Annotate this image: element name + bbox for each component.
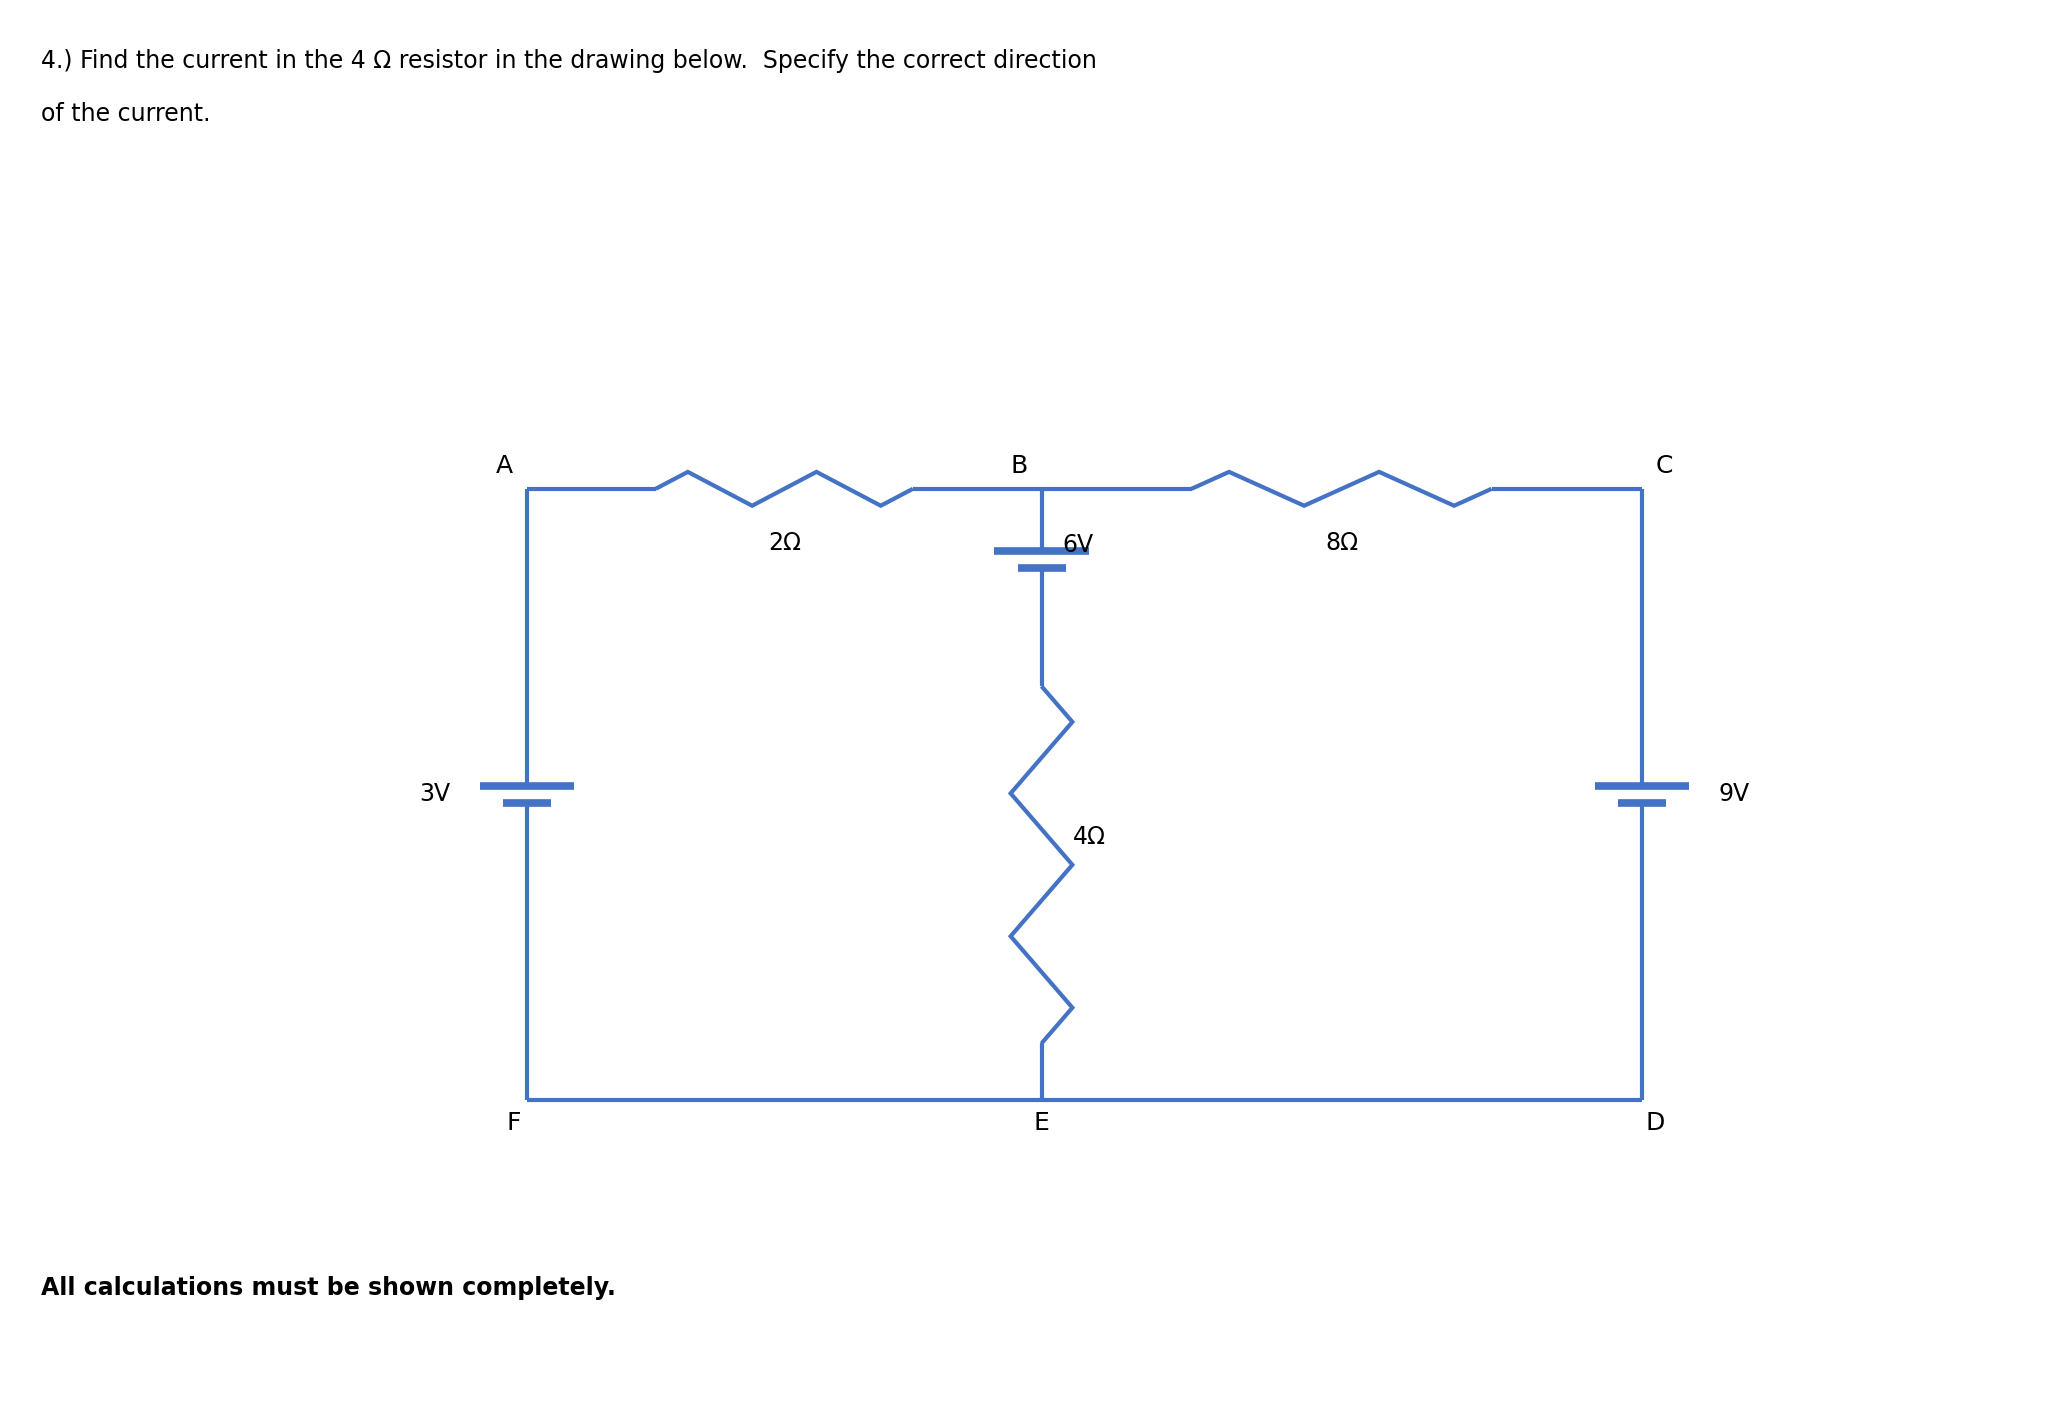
Text: 4Ω: 4Ω	[1072, 825, 1105, 849]
Text: A: A	[497, 454, 514, 478]
Text: 9V: 9V	[1719, 783, 1749, 807]
Text: E: E	[1033, 1111, 1050, 1135]
Text: 3V: 3V	[419, 783, 450, 807]
Text: C: C	[1655, 454, 1674, 478]
Text: B: B	[1011, 454, 1027, 478]
Text: 8Ω: 8Ω	[1326, 532, 1359, 556]
Text: D: D	[1645, 1111, 1665, 1135]
Text: F: F	[505, 1111, 520, 1135]
Text: 2Ω: 2Ω	[767, 532, 800, 556]
Text: All calculations must be shown completely.: All calculations must be shown completel…	[41, 1276, 616, 1300]
Text: 6V: 6V	[1062, 533, 1093, 557]
Text: 4.) Find the current in the 4 Ω resistor in the drawing below.  Specify the corr: 4.) Find the current in the 4 Ω resistor…	[41, 49, 1097, 73]
Text: of the current.: of the current.	[41, 102, 211, 125]
